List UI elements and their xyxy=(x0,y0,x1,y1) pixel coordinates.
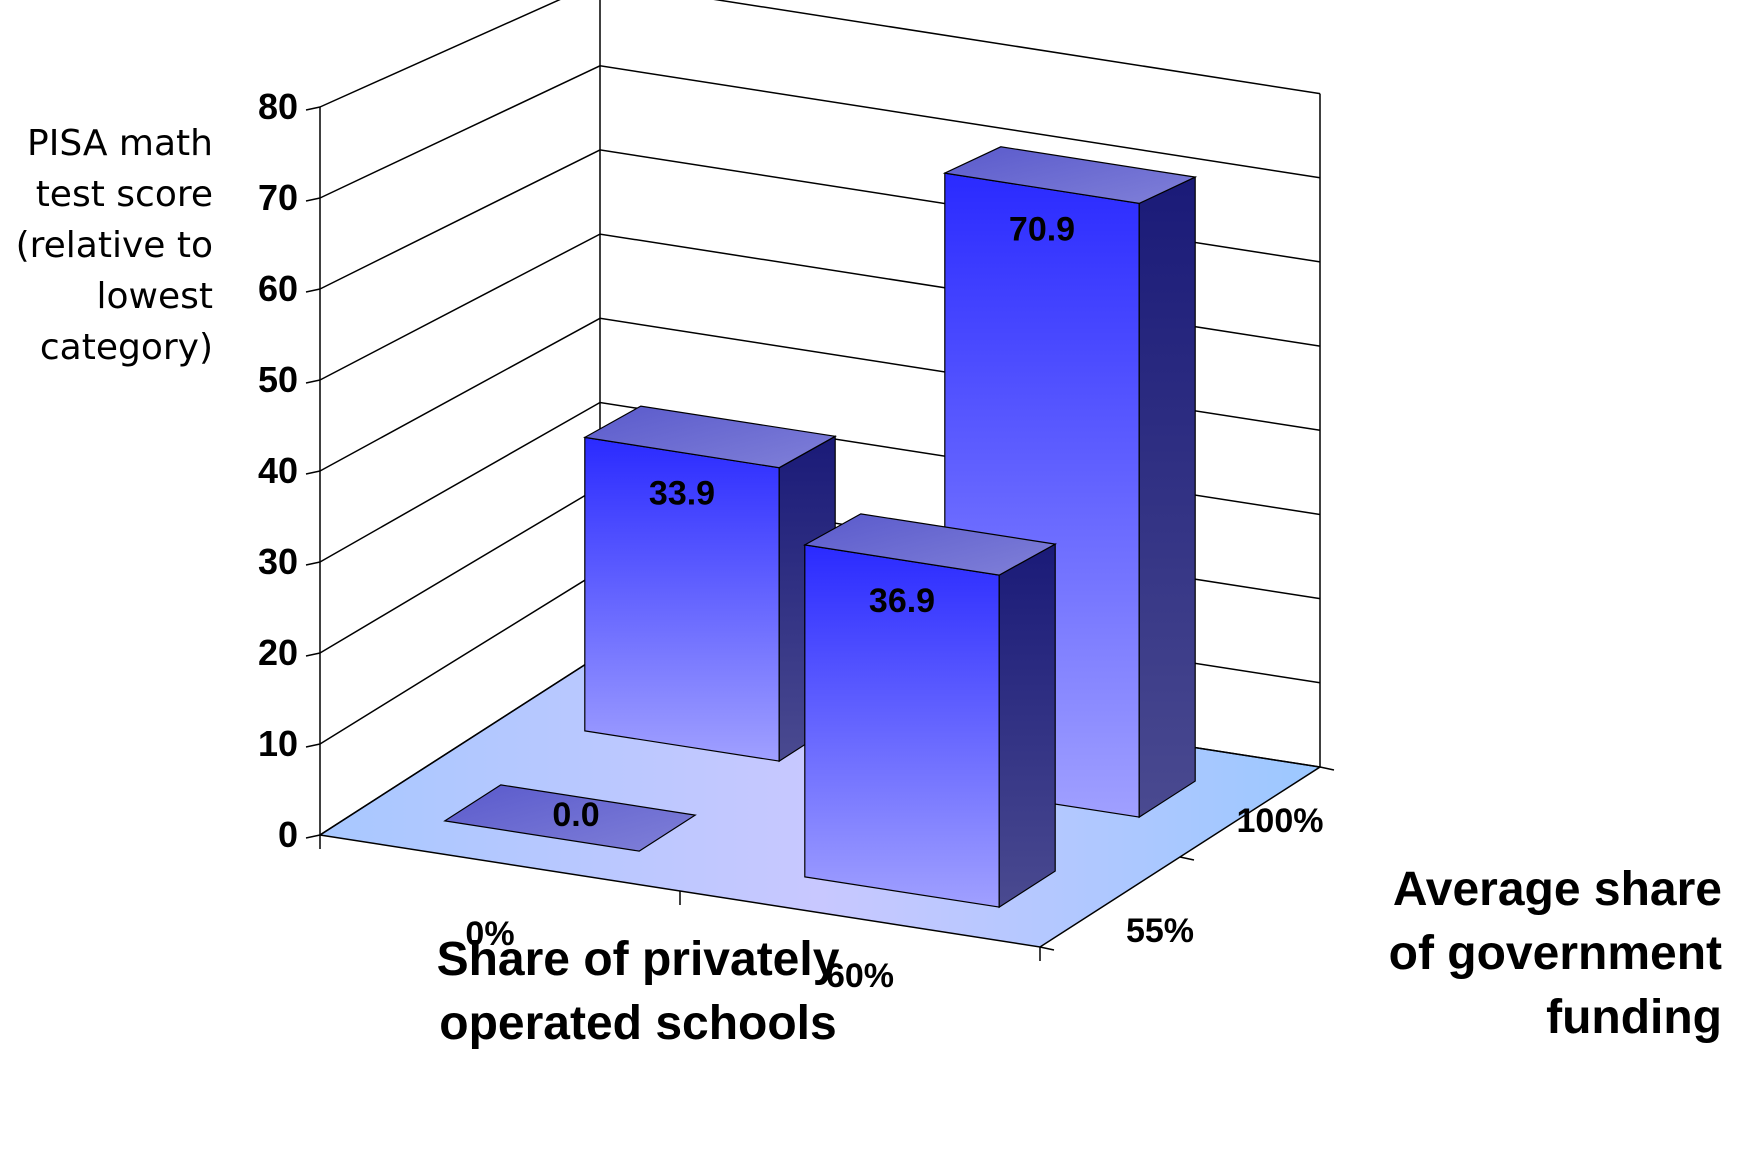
y-axis-title: lowest xyxy=(97,276,214,317)
bar xyxy=(802,513,1058,909)
x-axis-title: operated schools xyxy=(439,997,836,1050)
x-category-label: 60% xyxy=(826,957,894,995)
bar-side-face xyxy=(1138,176,1196,819)
y-tick-30 xyxy=(305,561,321,566)
y-tick-label: 0 xyxy=(278,814,298,855)
bar-value-label: 33.9 xyxy=(649,475,715,513)
z-category-label: 100% xyxy=(1237,802,1324,840)
y-axis-title: category) xyxy=(40,327,213,368)
z-axis-title: funding xyxy=(1546,991,1722,1044)
y-tick-label: 80 xyxy=(258,86,298,127)
bar xyxy=(443,784,697,852)
z-tick-1 xyxy=(1179,856,1195,861)
y-tick-label: 40 xyxy=(258,450,298,491)
y-tick-label: 20 xyxy=(258,632,298,673)
y-tick-60 xyxy=(305,288,321,293)
y-tick-label: 70 xyxy=(258,177,298,218)
bar-value-label: 0.0 xyxy=(552,796,599,834)
x-category-label: 0% xyxy=(465,915,514,953)
bar-side-face xyxy=(998,543,1056,909)
y-tick-40 xyxy=(305,470,321,475)
y-tick-0 xyxy=(305,834,321,839)
bar-layer xyxy=(443,146,1198,909)
z-axis-title: Average share xyxy=(1393,863,1722,916)
z-tick-2 xyxy=(1319,766,1335,771)
y-axis-title: (relative to xyxy=(16,225,213,266)
z-category-label: 55% xyxy=(1126,912,1194,950)
y-tick-10 xyxy=(305,743,321,748)
y-tick-label: 50 xyxy=(258,359,298,400)
y-tick-80 xyxy=(305,106,321,111)
y-tick-label: 60 xyxy=(258,268,298,309)
y-tick-50 xyxy=(305,379,321,384)
bar-top-face xyxy=(443,784,697,852)
y-tick-label: 30 xyxy=(258,541,298,582)
y-axis-title: test score xyxy=(36,174,213,215)
bar-value-label: 70.9 xyxy=(1009,210,1075,248)
label-layer: 0 10 20 30 40 50 60 70 80 33.9 70.9 0.0 36.9 0% 60% 55%… xyxy=(16,86,1722,1050)
bar-value-label: 36.9 xyxy=(869,582,935,620)
bar-top-face xyxy=(582,405,838,469)
bar-top-face xyxy=(942,146,1198,205)
y-tick-70 xyxy=(305,197,321,202)
bar-top-face xyxy=(802,513,1058,576)
y-tick-20 xyxy=(305,652,321,657)
z-tick-0 xyxy=(1039,946,1055,951)
y-tick-label: 10 xyxy=(258,723,298,764)
x-axis-title: Share of privately xyxy=(437,933,840,986)
z-axis-title: of government xyxy=(1389,927,1722,980)
bar xyxy=(582,405,838,763)
y-axis-title: PISA math xyxy=(27,123,213,164)
gridline-80 xyxy=(319,0,1321,108)
